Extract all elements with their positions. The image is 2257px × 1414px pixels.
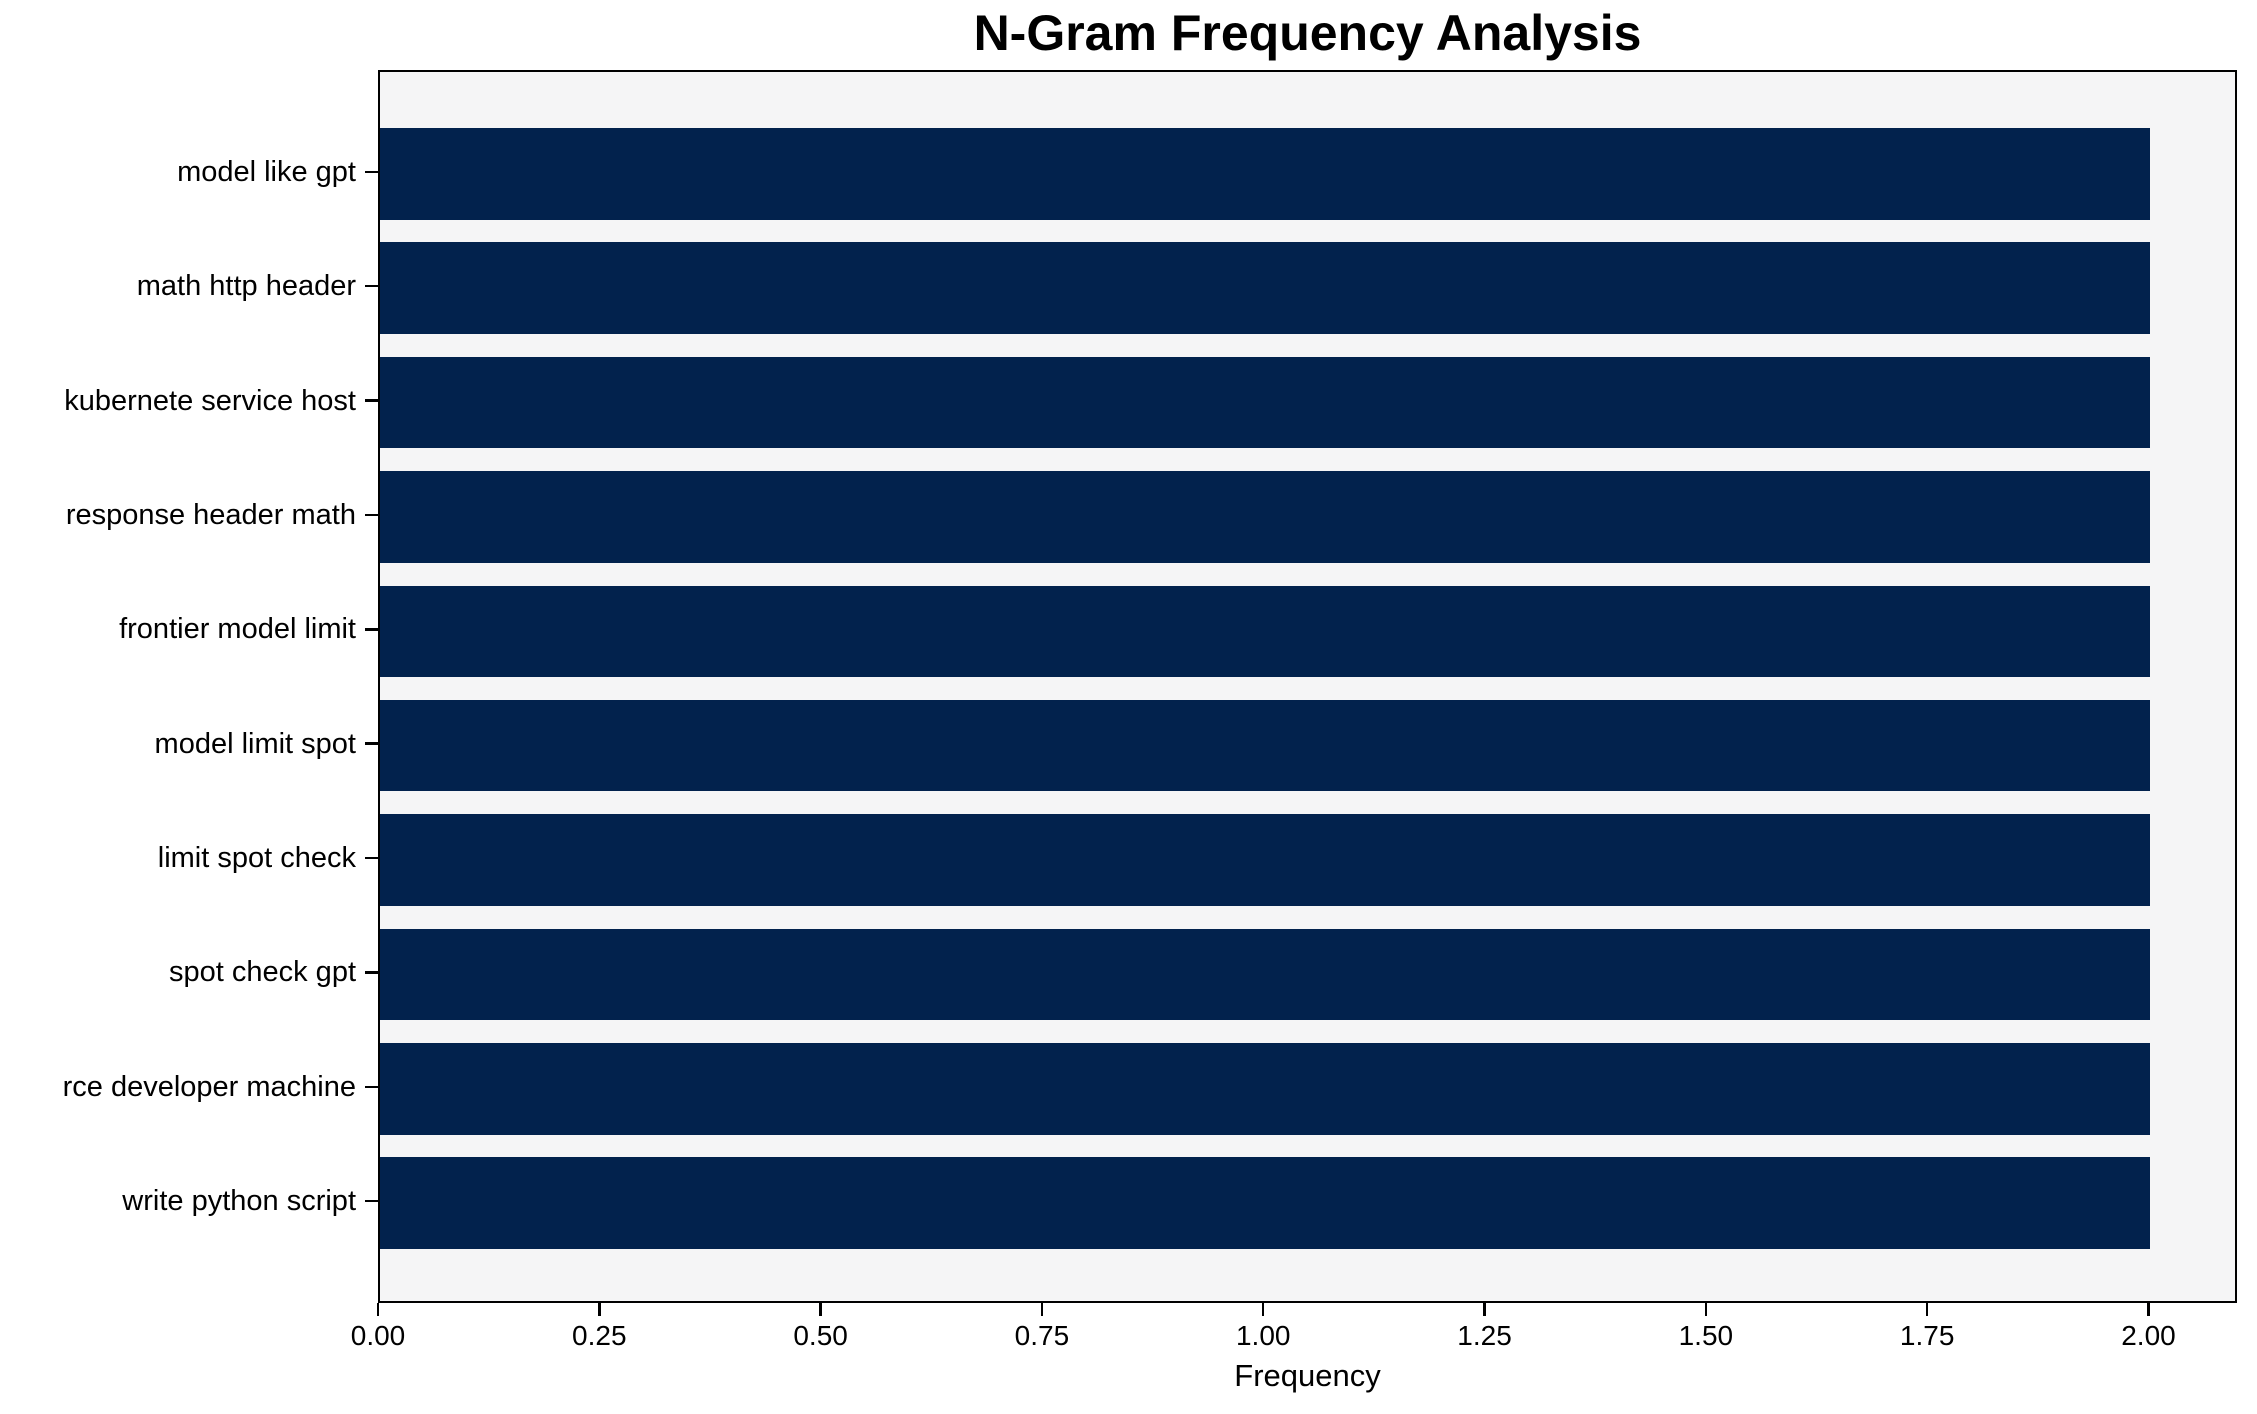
y-tick: [365, 1199, 378, 1203]
bar: [380, 585, 2151, 678]
x-tick: [819, 1303, 822, 1316]
y-axis-label: model like gpt: [177, 155, 356, 188]
y-axis-label: kubernete service host: [64, 384, 356, 417]
chart-title: N-Gram Frequency Analysis: [973, 5, 1642, 61]
y-tick: [365, 628, 378, 631]
y-axis-label: frontier model limit: [119, 613, 356, 646]
bar: [380, 699, 2151, 792]
y-tick: [365, 856, 378, 860]
x-tick-label: 0.75: [1014, 1320, 1070, 1351]
x-tick: [598, 1303, 601, 1316]
bar: [380, 1157, 2151, 1249]
y-axis-label: spot check gpt: [169, 956, 356, 989]
y-axis-label: math http header: [136, 270, 356, 303]
y-axis-label: rce developer machine: [62, 1070, 356, 1103]
y-axis-label: response header math: [65, 498, 356, 531]
x-tick-label: 0.50: [793, 1320, 848, 1351]
x-tick-label: 1.50: [1678, 1320, 1734, 1351]
y-tick: [365, 742, 378, 745]
x-tick: [1483, 1303, 1486, 1316]
y-axis-label: write python script: [122, 1185, 356, 1218]
y-tick: [365, 971, 378, 974]
x-tick-label: 1.00: [1235, 1320, 1291, 1351]
bar: [380, 356, 2151, 449]
y-tick: [365, 399, 378, 402]
x-tick-label: 2.00: [2121, 1320, 2176, 1351]
x-tick-label: 0.25: [572, 1320, 627, 1351]
y-tick: [365, 1085, 378, 1089]
y-axis-label: limit spot check: [157, 842, 356, 875]
plot-area: [378, 70, 2237, 1303]
y-axis-label: model limit spot: [154, 727, 356, 760]
bar: [380, 1043, 2151, 1135]
bar: [380, 242, 2151, 334]
x-tick-label: 1.25: [1457, 1320, 1512, 1351]
y-tick: [365, 284, 378, 288]
x-tick-label: 0.00: [350, 1320, 406, 1351]
x-axis-label: Frequency: [1234, 1358, 1381, 1393]
x-tick-label: 1.75: [1899, 1320, 1955, 1351]
bar: [380, 814, 2151, 906]
x-tick: [1261, 1303, 1265, 1316]
x-tick: [1040, 1303, 1044, 1316]
x-tick: [1704, 1303, 1708, 1316]
bar: [380, 128, 2151, 220]
x-tick: [1925, 1303, 1929, 1316]
bar: [380, 928, 2151, 1021]
y-tick: [365, 170, 378, 174]
bar: [380, 471, 2151, 563]
x-tick: [376, 1303, 380, 1316]
y-tick: [365, 513, 378, 517]
x-tick: [2147, 1303, 2150, 1316]
